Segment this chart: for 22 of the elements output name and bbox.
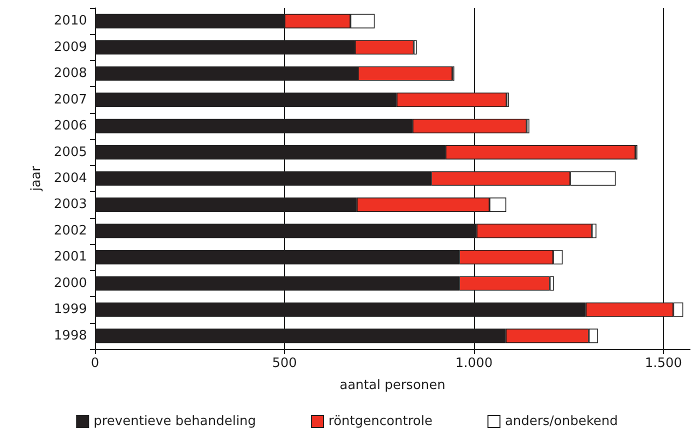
y-tick-label: 2000 (54, 276, 87, 291)
y-tick-label: 2004 (54, 171, 87, 186)
y-tick-label: 2001 (54, 250, 87, 265)
y-tick-label: 2010 (54, 14, 87, 29)
x-tick-label: 500 (272, 356, 297, 371)
y-tick-label: 2008 (54, 66, 87, 82)
y-tick-label: 2003 (54, 197, 87, 212)
x-axis-title: aantal personen (340, 378, 446, 393)
x-tick-label: 0 (90, 356, 100, 371)
x-tick-label: 1.000 (455, 356, 493, 371)
y-tick-label: 2005 (54, 144, 87, 160)
legend-label: anders/onbekend (504, 414, 618, 429)
y-tick-label: 2002 (54, 223, 87, 238)
y-tick-label: 2006 (54, 118, 87, 134)
y-tick-label: 1999 (54, 302, 87, 318)
legend-label: röntgencontrole (328, 414, 432, 429)
y-tick-label: 2009 (54, 40, 87, 55)
y-tick-label: 1998 (54, 328, 87, 344)
y-axis-title: jaar (29, 165, 44, 192)
legend-label: preventieve behandeling (94, 414, 256, 429)
y-tick-label: 2007 (54, 92, 87, 108)
x-tick-label: 1.500 (644, 356, 682, 371)
